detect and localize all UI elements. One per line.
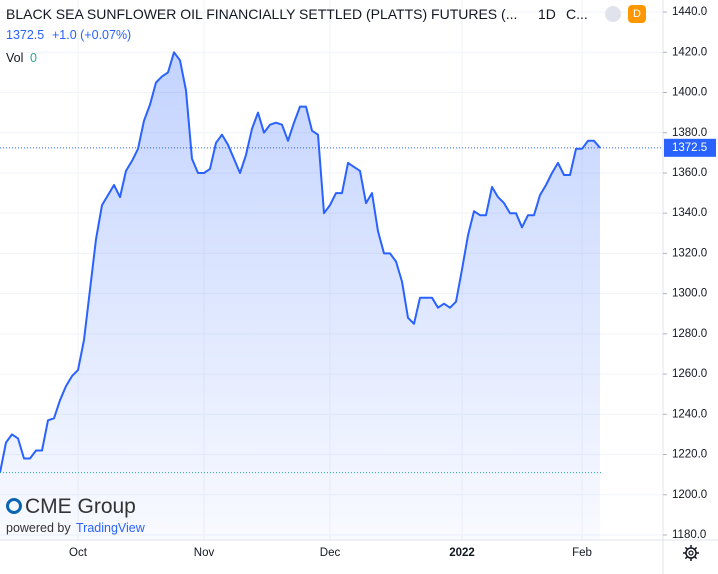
badge: D — [628, 5, 646, 23]
y-tick-label: 1180.0 — [672, 529, 706, 541]
y-tick-label: 1420.0 — [672, 46, 707, 58]
y-tick-label: 1240.0 — [672, 408, 707, 420]
x-tick-label: Nov — [194, 547, 215, 559]
brand-logo — [6, 498, 22, 514]
x-tick-label: Feb — [572, 547, 592, 559]
x-tick-label: Dec — [320, 547, 341, 559]
chart-title: BLACK SEA SUNFLOWER OIL FINANCIALLY SETT… — [6, 6, 518, 22]
y-tick-label: 1320.0 — [672, 247, 707, 259]
volume: 0 — [30, 51, 37, 65]
last-price: 1372.5 — [6, 28, 45, 42]
y-tick-label: 1340.0 — [672, 207, 707, 219]
powered-by: powered by — [6, 521, 71, 535]
x-tick-label: 2022 — [449, 547, 475, 559]
y-tick-label: 1440.0 — [672, 6, 707, 18]
y-tick-label: 1400.0 — [672, 87, 707, 99]
interval[interactable]: 1D — [538, 6, 556, 22]
change: +1.0 (+0.07%) — [52, 28, 132, 42]
y-tick-label: 1200.0 — [672, 489, 707, 501]
y-tick-label: 1380.0 — [672, 127, 707, 139]
exchange: C... — [566, 6, 588, 22]
last-price-box — [664, 138, 716, 157]
y-tick-label: 1280.0 — [672, 328, 707, 340]
status-dot — [605, 6, 621, 22]
last-price-label: 1372.5 — [672, 142, 707, 154]
y-tick-label: 1300.0 — [672, 288, 707, 300]
area-fill — [0, 52, 600, 541]
y-tick-label: 1360.0 — [672, 167, 707, 179]
brand: CME Group — [25, 495, 136, 518]
plot — [0, 51, 663, 541]
axes: 1180.0 1200.0 1220.0 1240.0 1260.0 1280.0 1300… — [69, 6, 716, 559]
price-line — [0, 51, 601, 473]
volume-label: Vol — [6, 51, 24, 65]
x-tick-label: Oct — [69, 547, 88, 559]
y-tick-label: 1260.0 — [672, 368, 707, 380]
y-tick-label: 1220.0 — [672, 449, 707, 461]
provider[interactable]: TradingView — [76, 521, 145, 535]
settings-icon[interactable] — [683, 545, 699, 561]
